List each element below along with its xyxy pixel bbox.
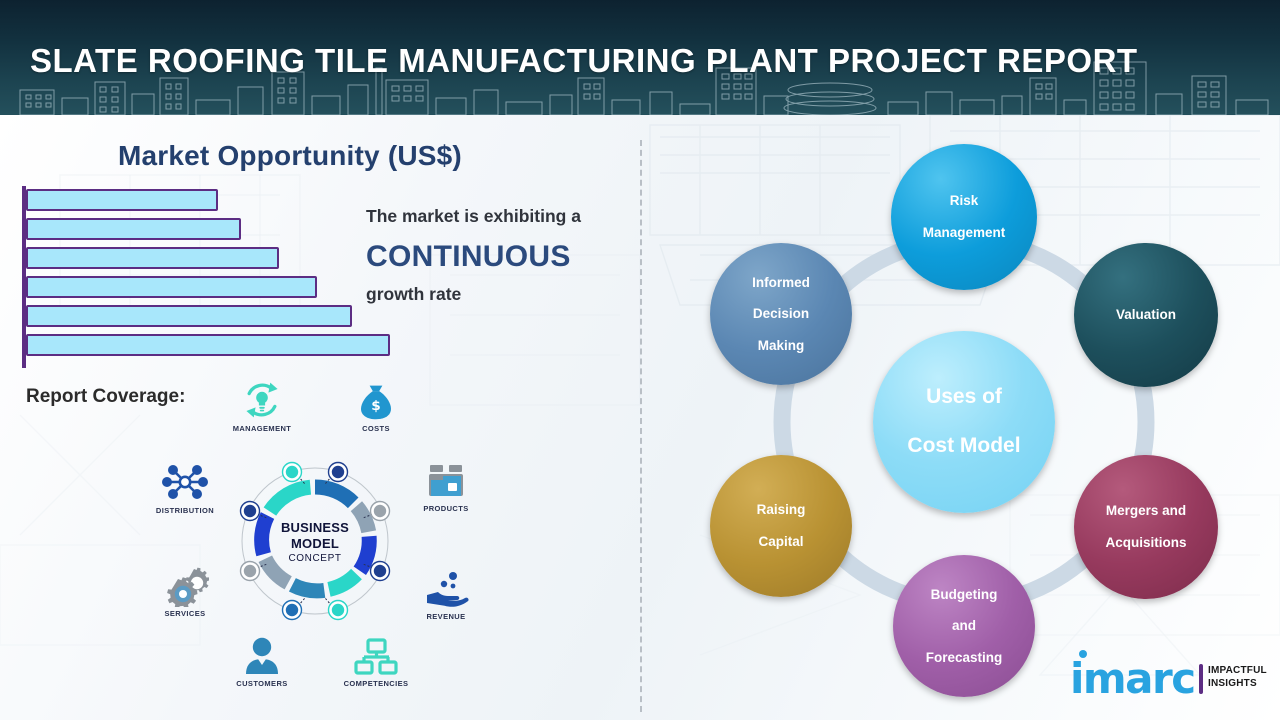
callout-line-2: CONTINUOUS	[366, 240, 571, 273]
coverage-item-competencies[interactable]: COMPETENCIES	[330, 637, 422, 688]
header-banner: SLATE ROOFING TILE MANUFACTURING PLANT P…	[0, 0, 1280, 115]
distribution-icon	[162, 465, 208, 499]
node-valuation-line-1: Valuation	[1115, 307, 1176, 323]
logo-dot-icon	[1079, 650, 1087, 658]
business-model-label-3: CONCEPT	[288, 553, 342, 564]
report-coverage-label: Report Coverage:	[26, 386, 186, 407]
chart-bar	[26, 218, 241, 240]
callout-line-3: growth rate	[366, 284, 462, 304]
chart-bar	[26, 189, 218, 211]
node-valuation[interactable]: Valuation	[1074, 243, 1218, 387]
services-icon	[167, 567, 209, 607]
svg-text:$: $	[371, 398, 380, 414]
node-mergers-acquisitions[interactable]: Mergers and Acquisitions	[1074, 455, 1218, 599]
coverage-item-costs[interactable]: $ COSTS	[340, 382, 412, 433]
node-raising-capital-line-2: Capital	[758, 533, 804, 549]
coverage-label-distribution: DISTRIBUTION	[155, 506, 215, 515]
coverage-label-products: PRODUCTS	[423, 504, 469, 513]
coverage-label-customers: CUSTOMERS	[236, 679, 288, 688]
logo-tagline-line-2: INSIGHTS	[1208, 678, 1257, 689]
imarc-logo[interactable]: imarc IMPACTFUL INSIGHTS	[1070, 650, 1270, 708]
city-skyline-icon	[19, 61, 1269, 115]
chart-y-axis	[22, 186, 26, 368]
coverage-label-costs: COSTS	[362, 424, 390, 433]
node-budgeting-line-3: Forecasting	[925, 649, 1003, 665]
chart-bar	[26, 334, 390, 356]
coverage-label-management: MANAGEMENT	[232, 424, 292, 433]
node-mergers-line-1: Mergers and	[1105, 503, 1187, 519]
node-informed-line-1: Informed	[752, 274, 810, 290]
coverage-item-revenue[interactable]: REVENUE	[406, 570, 486, 621]
logo-wordmark: imarc	[1070, 654, 1196, 703]
node-informed-line-3: Making	[757, 337, 805, 353]
center-node[interactable]: Uses of Cost Model	[873, 331, 1055, 513]
node-budgeting-line-1: Budgeting	[930, 586, 998, 602]
chart-bar	[26, 276, 317, 298]
chart-bar	[26, 305, 352, 327]
chart-bar	[26, 247, 279, 269]
center-node-line-2: Cost Model	[907, 434, 1021, 458]
node-raising-capital[interactable]: Raising Capital	[710, 455, 852, 597]
node-risk-management-line-2: Management	[922, 224, 1006, 240]
competencies-icon	[354, 638, 398, 675]
logo-tagline-line-1: IMPACTFUL	[1208, 665, 1267, 676]
panel-divider	[640, 140, 642, 712]
business-model-label-1: BUSINESS	[280, 520, 350, 535]
market-opportunity-chart	[22, 186, 422, 368]
node-budgeting-line-2: and	[951, 618, 976, 634]
uses-of-cost-model-diagram: Uses of Cost Model Risk Management Valua…	[640, 115, 1280, 720]
callout-line-1: The market is exhibiting a	[366, 206, 581, 226]
coverage-label-competencies: COMPETENCIES	[343, 679, 409, 688]
page-title: SLATE ROOFING TILE MANUFACTURING PLANT P…	[30, 42, 1138, 79]
business-model-label-2: MODEL	[291, 536, 339, 551]
logo-divider	[1199, 664, 1203, 694]
node-raising-capital-line-1: Raising	[756, 502, 806, 518]
costs-icon: $	[361, 385, 391, 420]
management-icon	[246, 382, 278, 418]
business-model-donut	[239, 461, 391, 621]
coverage-item-services[interactable]: SERVICES	[145, 565, 225, 618]
revenue-icon	[427, 572, 469, 607]
node-informed-line-2: Decision	[752, 306, 810, 322]
node-budgeting-forecasting[interactable]: Budgeting and Forecasting	[893, 555, 1035, 697]
coverage-item-products[interactable]: PRODUCTS	[406, 462, 486, 513]
node-risk-management-line-1: Risk	[949, 193, 979, 209]
business-model-diagram: BUSINESS MODEL CONCEPT	[237, 448, 393, 634]
coverage-label-services: SERVICES	[164, 609, 206, 618]
products-icon	[429, 465, 463, 496]
coverage-item-distribution[interactable]: DISTRIBUTION	[145, 460, 225, 515]
center-node-line-1: Uses of	[926, 385, 1002, 409]
coverage-item-management[interactable]: MANAGEMENT	[222, 378, 302, 433]
node-risk-management[interactable]: Risk Management	[891, 144, 1037, 290]
coverage-label-revenue: REVENUE	[426, 612, 466, 621]
coverage-item-customers[interactable]: CUSTOMERS	[222, 637, 302, 688]
market-opportunity-title: Market Opportunity (US$)	[118, 140, 462, 171]
customers-icon	[246, 637, 278, 674]
node-informed-decision-making[interactable]: Informed Decision Making	[710, 243, 852, 385]
node-mergers-line-2: Acquisitions	[1105, 534, 1187, 550]
